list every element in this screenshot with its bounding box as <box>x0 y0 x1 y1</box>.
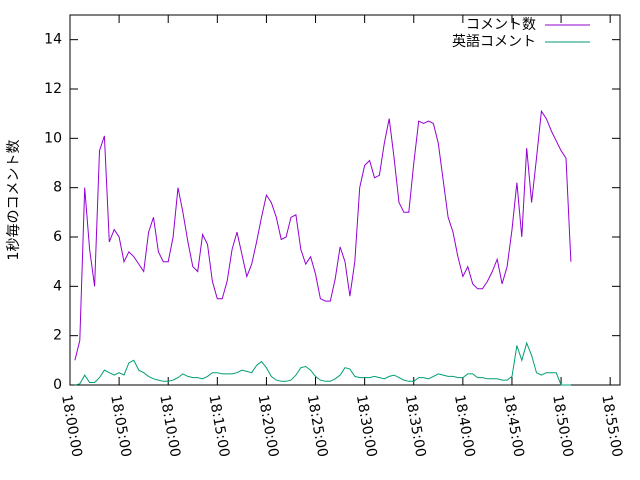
x-tick-label: 18:30:00 <box>353 394 380 459</box>
legend-label: コメント数 <box>466 17 536 33</box>
x-tick-label: 18:55:00 <box>598 394 625 459</box>
x-tick-label: 18:40:00 <box>451 394 478 459</box>
y-tick-label: 4 <box>53 278 62 294</box>
x-tick-label: 18:05:00 <box>107 394 134 459</box>
series-line <box>74 109 572 361</box>
y-tick-label: 14 <box>44 32 62 48</box>
x-tick-label: 18:25:00 <box>304 394 331 459</box>
x-tick-label: 18:10:00 <box>156 394 183 459</box>
y-tick-label: 10 <box>44 130 62 146</box>
y-tick-label: 6 <box>53 229 62 245</box>
y-tick-label: 8 <box>53 180 62 196</box>
y-axis-label: 1秒毎のコメント数 <box>6 140 22 261</box>
x-tick-label: 18:15:00 <box>205 394 232 459</box>
y-tick-label: 2 <box>53 328 62 344</box>
legend-label: 英語コメント <box>452 33 536 50</box>
x-tick-label: 18:35:00 <box>402 394 429 459</box>
series-line <box>74 341 571 386</box>
x-tick-label: 18:50:00 <box>549 394 576 459</box>
x-tick-label: 18:20:00 <box>255 394 282 459</box>
x-tick-label: 18:00:00 <box>58 394 85 459</box>
x-tick-label: 18:45:00 <box>500 394 527 459</box>
y-tick-label: 0 <box>53 377 62 393</box>
y-tick-label: 12 <box>44 81 62 97</box>
plot-frame <box>69 14 621 386</box>
